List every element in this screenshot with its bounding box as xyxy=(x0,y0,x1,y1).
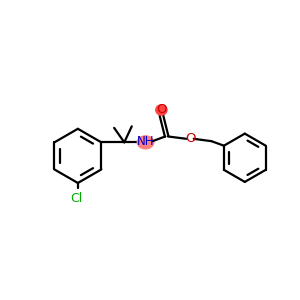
Ellipse shape xyxy=(156,105,167,115)
Text: Cl: Cl xyxy=(70,192,82,206)
Text: O: O xyxy=(156,103,166,116)
Text: O: O xyxy=(185,132,196,145)
Text: NH: NH xyxy=(137,135,154,148)
Ellipse shape xyxy=(137,136,154,149)
